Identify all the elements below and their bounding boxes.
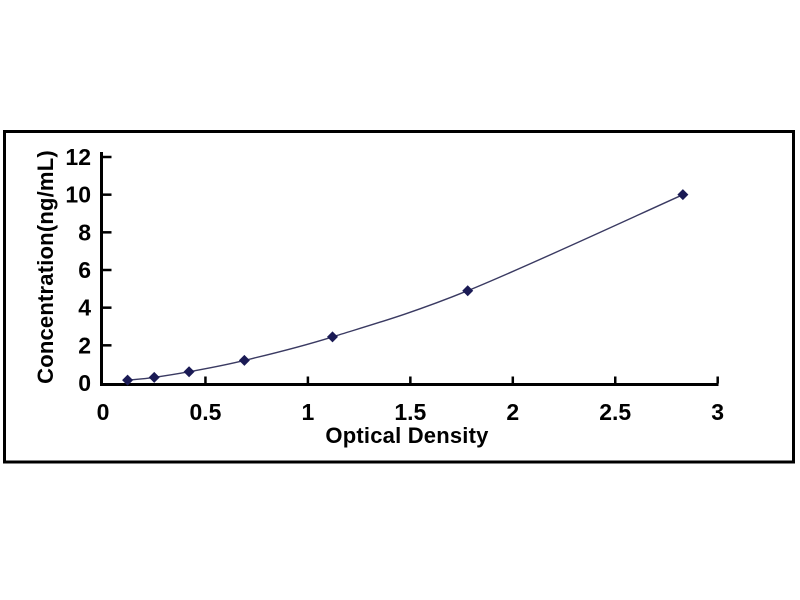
data-point-marker (238, 354, 250, 366)
x-tick-label: 0.5 (189, 399, 221, 425)
data-point-marker (183, 366, 195, 378)
y-axis-title: Concentration(ng/mL) (33, 150, 58, 384)
y-tick-label: 6 (78, 257, 91, 283)
y-tick-label: 12 (65, 144, 91, 170)
data-point-marker (326, 331, 338, 343)
y-tick-label: 2 (78, 332, 91, 358)
curve-line (127, 194, 684, 381)
data-point-marker (677, 189, 689, 201)
x-tick-label: 1 (302, 399, 315, 425)
y-tick-label: 10 (65, 182, 91, 208)
data-point-marker (462, 285, 474, 297)
y-tick-label: 8 (78, 219, 91, 245)
y-tick-label: 4 (78, 295, 91, 321)
x-tick-label: 1.5 (394, 399, 426, 425)
y-tick-label: 0 (78, 370, 91, 396)
plot-frame (3, 130, 795, 464)
x-tick-label: 3 (711, 399, 724, 425)
x-tick-label: 2.5 (599, 399, 631, 425)
data-point-marker (148, 371, 160, 383)
data-point-marker (122, 374, 134, 386)
x-tick-label: 2 (506, 399, 519, 425)
x-axis-title: Optical Density (325, 423, 489, 448)
x-tick-label: 0 (97, 399, 110, 425)
